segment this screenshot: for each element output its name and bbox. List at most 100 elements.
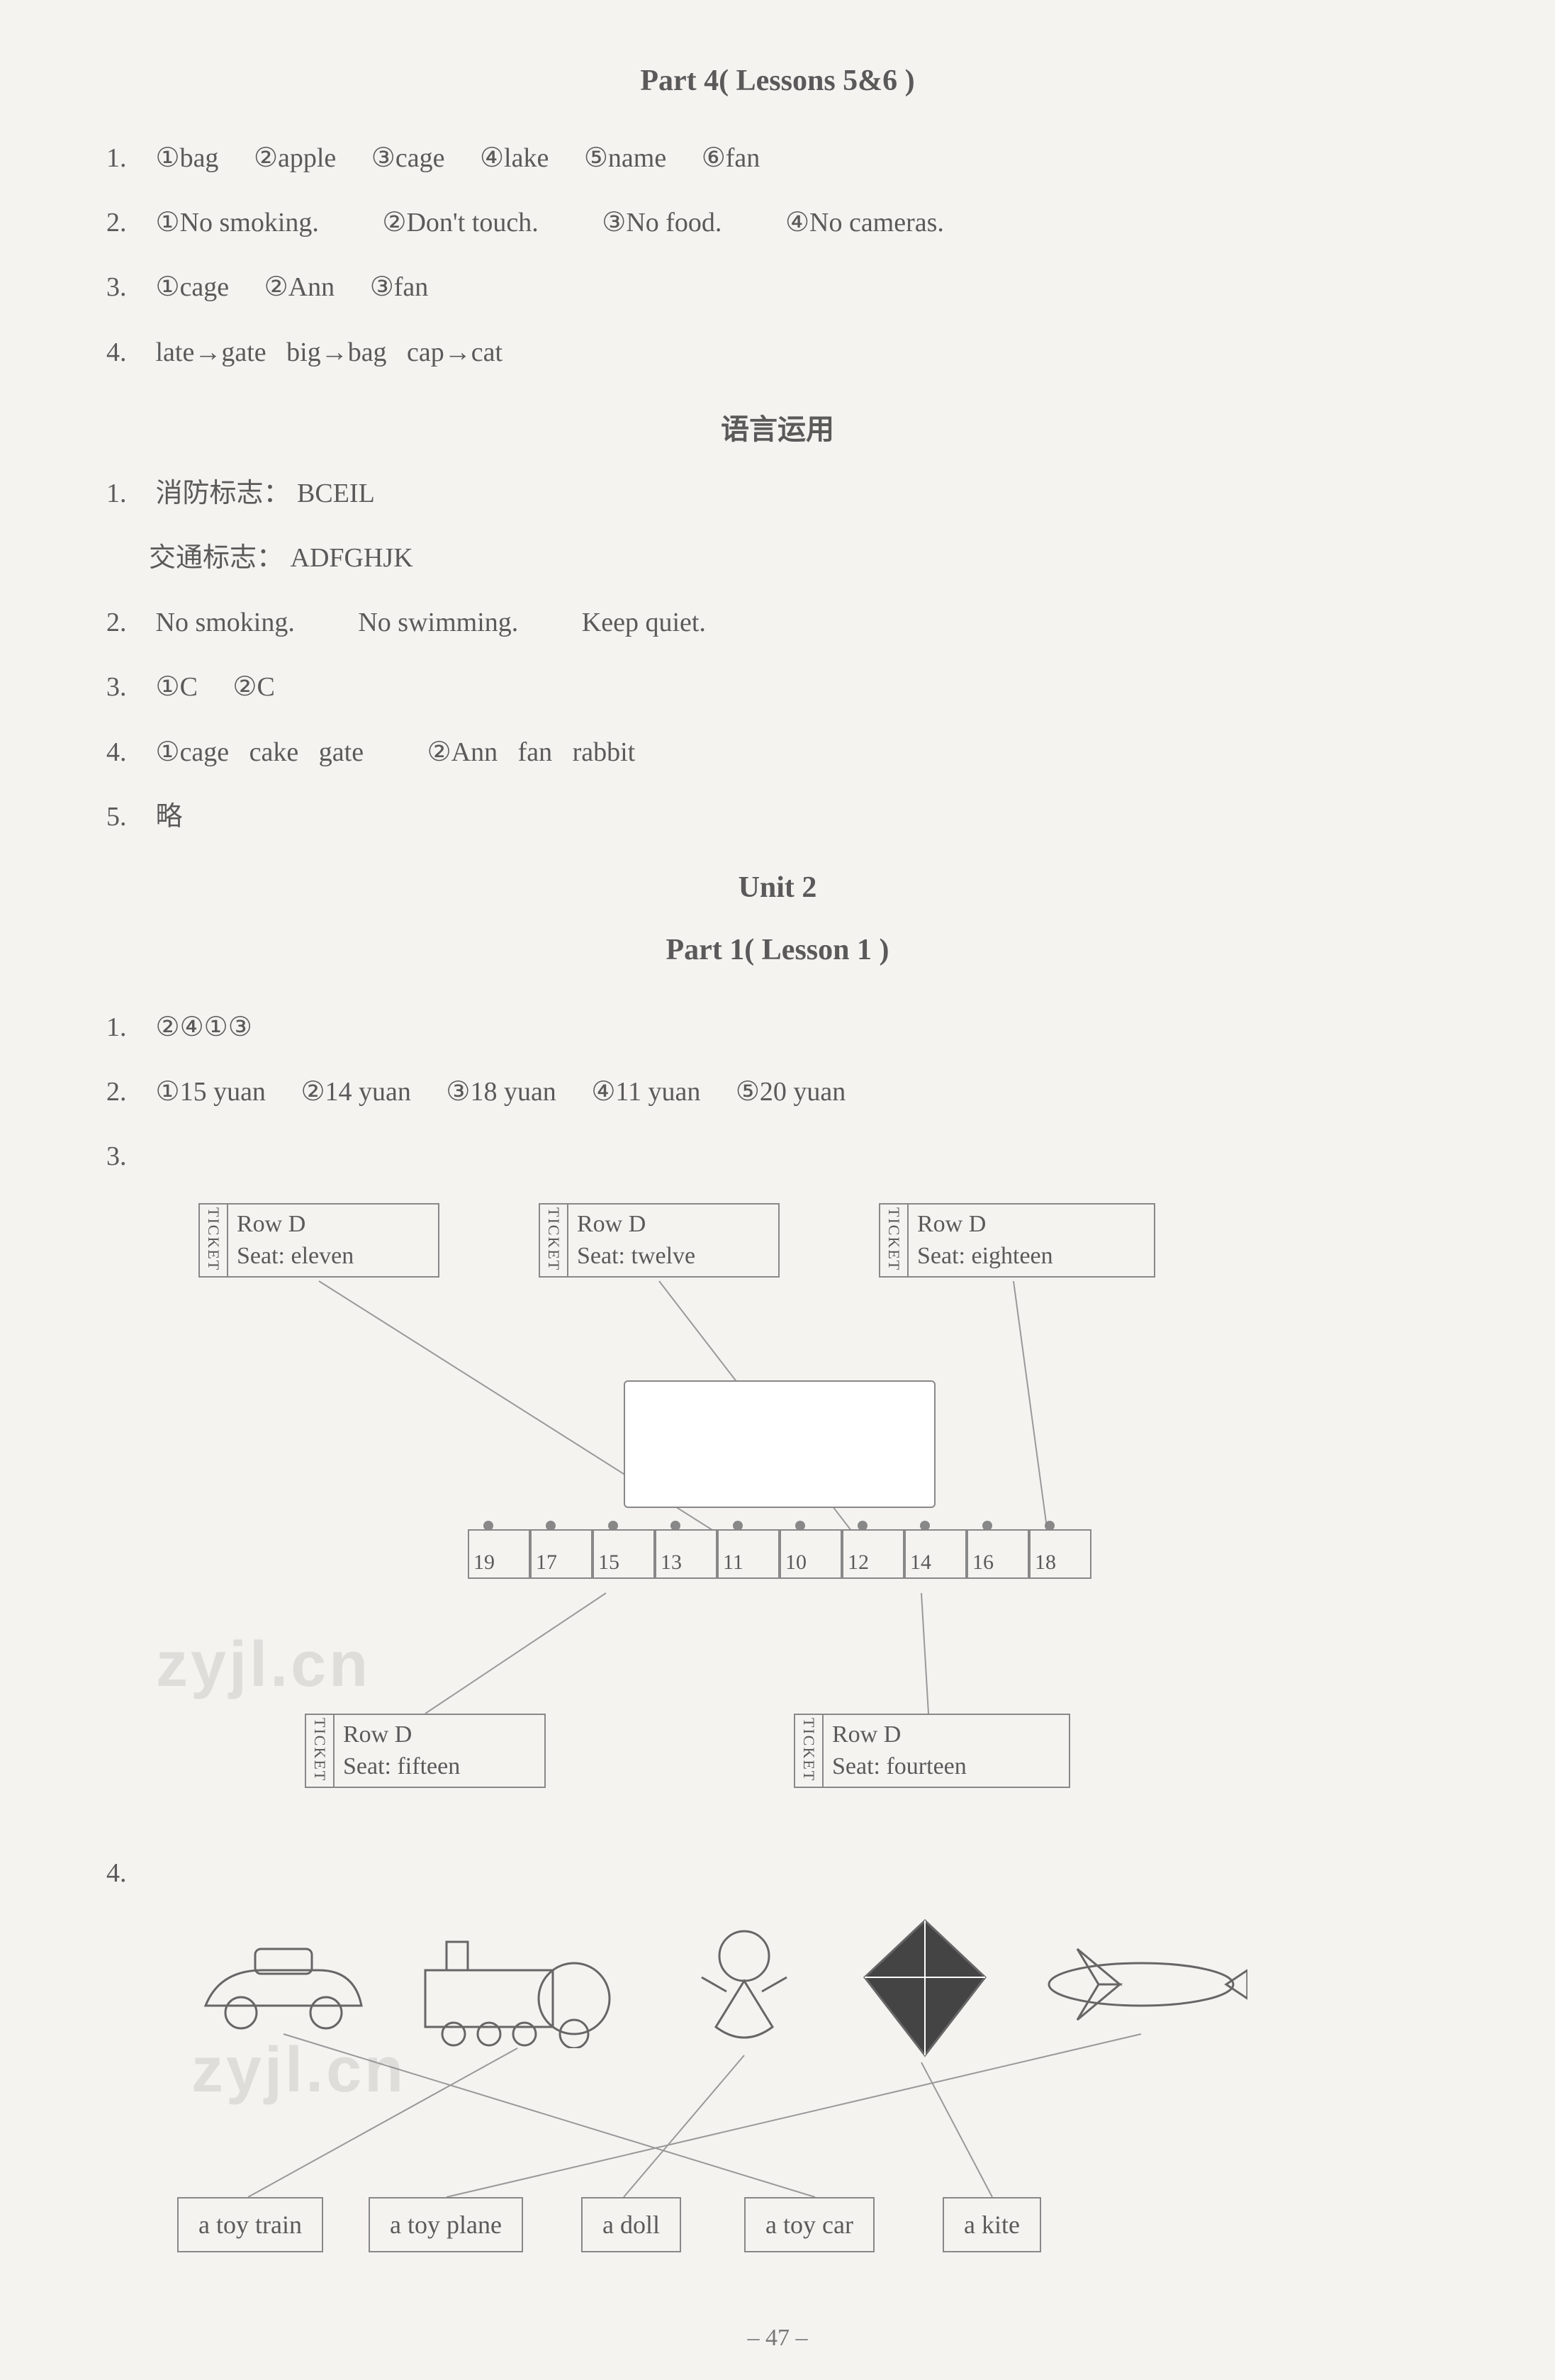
item: ①bag: [156, 143, 219, 173]
toy-label: a toy plane: [369, 2197, 523, 2252]
car-illustration: [191, 1928, 376, 2034]
seat: 11: [717, 1529, 780, 1579]
p4-q1: 1. ①bag ②apple ③cage ④lake ⑤name ⑥fan: [106, 126, 1470, 191]
item: 略: [156, 802, 183, 832]
doll-illustration: [673, 1921, 815, 2055]
item: ②apple: [254, 143, 336, 173]
ticket-seat: Seat: fourteen: [832, 1751, 967, 1782]
qnum: 4.: [106, 720, 149, 785]
ticket-row: Row D: [577, 1209, 695, 1240]
ticket-row: Row D: [917, 1209, 1053, 1240]
qnum: 3.: [106, 255, 149, 320]
ticket-4: TICKET Row D Seat: fifteen: [305, 1714, 546, 1787]
ticket-stub: TICKET: [795, 1715, 824, 1786]
qnum: 4.: [106, 320, 149, 385]
p4-q4: 4. late→gate big→bag cap→cat: [106, 320, 1470, 385]
toy-label: a kite: [943, 2197, 1041, 2252]
plane-illustration: [1035, 1928, 1247, 2034]
value: ADFGHJK: [291, 543, 413, 573]
toy-label: a toy train: [177, 2197, 323, 2252]
qnum: 4.: [106, 1841, 149, 1906]
page-number: – 47 –: [85, 2325, 1470, 2352]
qnum: 5.: [106, 785, 149, 849]
toy-label: a doll: [581, 2197, 681, 2252]
ticket-2: TICKET Row D Seat: twelve: [539, 1203, 780, 1277]
lang-q1b: 交通标志： ADFGHJK: [149, 526, 1470, 591]
watermark: zyjl.cn: [191, 2034, 406, 2107]
ticket-3: TICKET Row D Seat: eighteen: [879, 1203, 1155, 1277]
item: No smoking.: [156, 608, 295, 637]
item: ④No cameras.: [785, 208, 944, 238]
toys-diagram: a toy traina toy planea dolla toy cara k…: [85, 1914, 1470, 2282]
item: ①C: [156, 672, 198, 702]
ticket-stub: TICKET: [200, 1205, 228, 1275]
label: 交通标志：: [149, 543, 284, 573]
item: ①No smoking.: [156, 208, 319, 238]
page: Part 4( Lessons 5&6 ) 1. ①bag ②apple ③ca…: [85, 64, 1470, 2352]
u2-q3-num: 3.: [106, 1124, 1470, 1189]
lang-q5: 5. 略: [106, 785, 1470, 849]
p4-q3: 3. ①cage ②Ann ③fan: [106, 255, 1470, 320]
seat: 17: [530, 1529, 593, 1579]
lang-q1a: 1. 消防标志： BCEIL: [106, 462, 1470, 526]
ticket-row: Row D: [832, 1719, 967, 1750]
u2-q4-num: 4.: [106, 1841, 1470, 1906]
heading-part4: Part 4( Lessons 5&6 ): [85, 64, 1470, 98]
item: ③cage: [371, 143, 445, 173]
heading-lang-use: 语言运用: [85, 406, 1470, 447]
item: ②14 yuan: [301, 1077, 410, 1107]
item: ③fan: [370, 272, 429, 302]
qnum: 3.: [106, 1124, 149, 1189]
watermark: zyjl.cn: [156, 1628, 371, 1702]
u2-q2: 2. ①15 yuan ②14 yuan ③18 yuan ④11 yuan ⑤…: [106, 1060, 1470, 1124]
item: ①cage cake gate: [156, 737, 364, 767]
ticket-stub: TICKET: [306, 1715, 335, 1786]
ticket-stub: TICKET: [880, 1205, 909, 1275]
item: ④11 yuan: [591, 1077, 700, 1107]
cinema-screen: [624, 1380, 936, 1508]
lang-q2: 2. No smoking. No swimming. Keep quiet.: [106, 591, 1470, 655]
tickets-diagram: TICKET Row D Seat: eleven TICKET Row D S…: [85, 1203, 1470, 1841]
heading-unit2: Unit 2: [85, 871, 1470, 905]
item: No swimming.: [358, 608, 518, 637]
item: ②Don't touch.: [382, 208, 538, 238]
seat: 10: [780, 1529, 842, 1579]
seat: 16: [967, 1529, 1029, 1579]
ticket-seat: Seat: twelve: [577, 1241, 695, 1272]
ticket-seat: Seat: fifteen: [343, 1751, 460, 1782]
u2-q1: 1. ②④①③: [106, 995, 1470, 1060]
seat: 15: [593, 1529, 655, 1579]
ticket-row: Row D: [237, 1209, 354, 1240]
ticket-row: Row D: [343, 1719, 460, 1750]
seat: 13: [655, 1529, 717, 1579]
qnum: 1.: [106, 126, 149, 191]
ticket-5: TICKET Row D Seat: fourteen: [794, 1714, 1070, 1787]
item: ③18 yuan: [446, 1077, 556, 1107]
item: ③No food.: [602, 208, 722, 238]
kite-illustration: [851, 1914, 999, 2062]
qnum: 1.: [106, 995, 149, 1060]
qnum: 2.: [106, 191, 149, 255]
seat: 12: [842, 1529, 904, 1579]
seat: 14: [904, 1529, 967, 1579]
item: ①cage: [156, 272, 230, 302]
train-illustration: [411, 1928, 624, 2048]
qnum: 2.: [106, 1060, 149, 1124]
item: ②④①③: [156, 1012, 252, 1042]
ticket-seat: Seat: eleven: [237, 1241, 354, 1272]
qnum: 1.: [106, 462, 149, 526]
ticket-seat: Seat: eighteen: [917, 1241, 1053, 1272]
lang-q3: 3. ①C ②C: [106, 655, 1470, 720]
item: ⑤name: [584, 143, 666, 173]
heading-part1: Part 1( Lesson 1 ): [85, 933, 1470, 967]
p4-q2: 2. ①No smoking. ②Don't touch. ③No food. …: [106, 191, 1470, 255]
value: BCEIL: [297, 479, 375, 508]
lang-q4: 4. ①cage cake gate ②Ann fan rabbit: [106, 720, 1470, 785]
ticket-stub: TICKET: [540, 1205, 568, 1275]
item: late→gate big→bag cap→cat: [156, 337, 503, 367]
item: ④lake: [480, 143, 549, 173]
cinema-illustration: 19171513111012141618: [425, 1380, 1134, 1579]
item: Keep quiet.: [582, 608, 706, 637]
qnum: 3.: [106, 655, 149, 720]
item: ②C: [232, 672, 274, 702]
